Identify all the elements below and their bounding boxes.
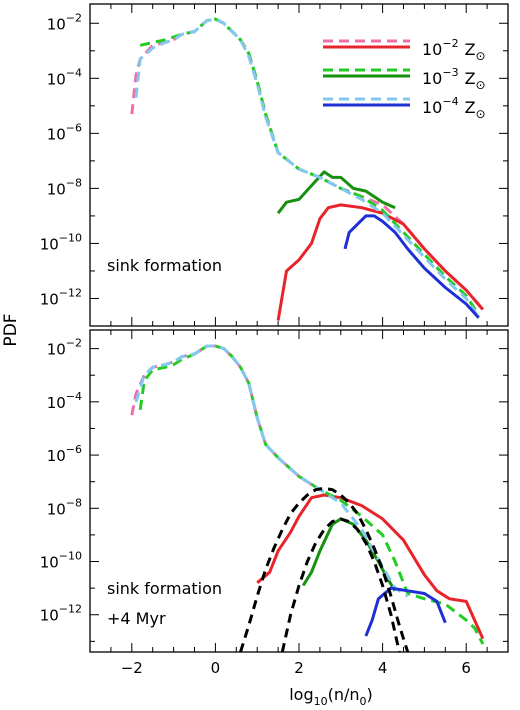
y-tick-label: 10−10: [40, 550, 82, 572]
x-tick-label: 4: [378, 659, 388, 677]
top-panel: 10−12 10−10 10−8 10−6 10−4 10−2 sink formation: [40, 3, 509, 327]
series-line-solid-5: [343, 214, 480, 319]
y-tick-label: 10−6: [47, 443, 82, 465]
y-tick-label: 10−12: [40, 286, 82, 308]
legend-label: 10−4 Z⊙: [422, 95, 486, 121]
series-line-solid-1: [256, 493, 485, 640]
plot-frame: [89, 329, 509, 653]
y-tick-label: 10−10: [40, 231, 82, 253]
panel-annotation: sink formation: [107, 579, 222, 598]
bottom-panel: −2 0 2 4 6 10−12 10−10 10−8 10−6 10−4 10−2 sink for…: [40, 329, 509, 677]
y-axis-label: PDF: [1, 313, 21, 346]
x-tick-label: −2: [121, 659, 143, 677]
legend-label: 10−3 Z⊙: [422, 66, 486, 92]
series-line-dashed-4: [134, 344, 409, 598]
panel-annotation: +4 Myr: [107, 609, 166, 628]
series-line-fit-dashed-7: [280, 517, 401, 652]
series-line-solid-3: [276, 170, 396, 215]
y-tick-label: 10−6: [47, 121, 82, 143]
series-line-solid-1: [276, 203, 485, 321]
y-tick-label: 10−2: [47, 337, 82, 359]
y-tick-label: 10−8: [47, 176, 82, 198]
y-tick-label: 10−8: [47, 496, 82, 518]
series-line-fit-dashed-6: [239, 486, 410, 652]
y-tick-label: 10−4: [47, 390, 82, 412]
legend: 10−2 Z⊙ 10−3 Z⊙ 10−4 Z⊙: [323, 37, 486, 121]
y-tick-label: 10−4: [47, 66, 82, 88]
y-tick-label: 10−12: [40, 603, 82, 625]
x-axis-label: log10(n/n0): [289, 685, 373, 708]
x-tick-label: 0: [211, 659, 221, 677]
legend-label: 10−2 Z⊙: [422, 37, 486, 63]
series-line-solid-5: [364, 586, 447, 637]
y-tick-label: 10−2: [47, 11, 82, 33]
x-tick-label: 6: [461, 659, 471, 677]
series-line-dashed-2: [139, 17, 480, 316]
panel-annotation: sink formation: [107, 256, 222, 275]
x-tick-label: 2: [294, 659, 304, 677]
series-line-dashed-4: [134, 17, 480, 319]
